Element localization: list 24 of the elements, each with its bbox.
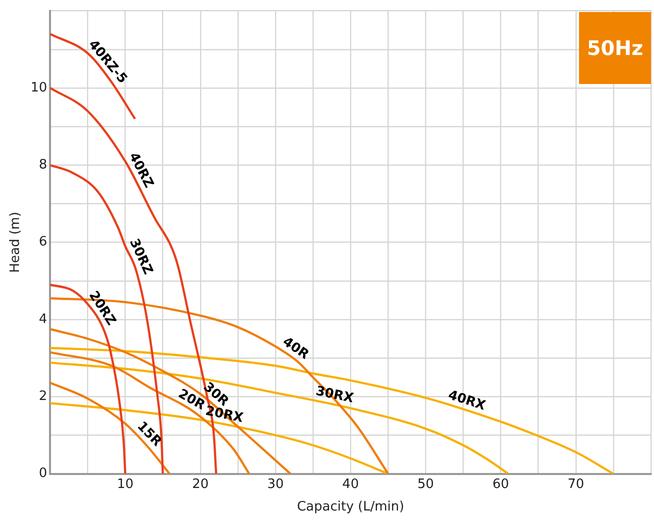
- y-tick-label: 0: [38, 466, 48, 482]
- y-axis-title: Head (m): [8, 212, 24, 273]
- line-series: [50, 382, 171, 474]
- line-series: [50, 362, 510, 474]
- line-series: [50, 284, 126, 474]
- y-tick-label: 6: [38, 234, 48, 250]
- x-tick-label: 70: [568, 476, 584, 492]
- x-tick-label: 20: [192, 476, 209, 492]
- y-tick-label: 4: [38, 312, 48, 327]
- x-axis-title: Capacity (L/min): [296, 500, 404, 515]
- y-tick-label: 10: [30, 80, 48, 96]
- line-series: [50, 351, 250, 474]
- line-series: [50, 32, 136, 120]
- annotation: 50Hz: [579, 12, 651, 84]
- x-tick-label: 30: [267, 476, 284, 492]
- y-tick-label: 8: [38, 158, 48, 173]
- text: 40R: [280, 334, 312, 363]
- x-tick-label: 50: [417, 476, 434, 492]
- text: 30RX: [314, 384, 355, 406]
- x-tick-label: 40: [342, 476, 359, 492]
- y-tick-label: 2: [38, 389, 48, 404]
- text: 40RX: [446, 388, 488, 414]
- x-tick-label: 60: [492, 476, 510, 492]
- x-tick-label: 10: [116, 476, 134, 492]
